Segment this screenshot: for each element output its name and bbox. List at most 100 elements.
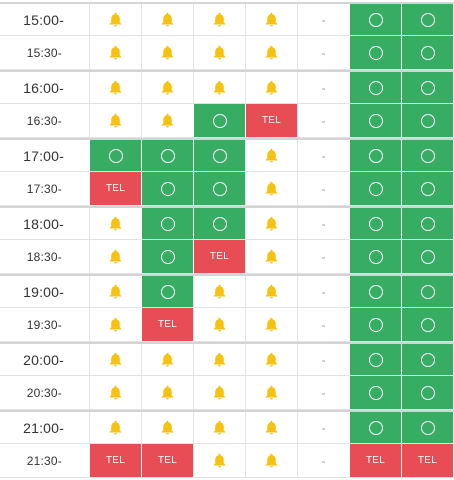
waitlist-cell[interactable] xyxy=(245,444,297,477)
phone-only-cell[interactable]: TEL xyxy=(193,240,245,273)
available-cell[interactable] xyxy=(193,172,245,205)
waitlist-cell[interactable] xyxy=(245,36,297,69)
waitlist-cell[interactable] xyxy=(193,36,245,69)
available-cell[interactable] xyxy=(349,208,401,239)
circle-icon xyxy=(368,385,383,400)
available-cell[interactable] xyxy=(349,172,401,205)
waitlist-cell[interactable] xyxy=(89,308,141,341)
waitlist-cell[interactable] xyxy=(245,276,297,307)
available-cell[interactable] xyxy=(401,4,453,35)
unavailable-cell: - xyxy=(297,4,349,35)
waitlist-cell[interactable] xyxy=(141,104,193,137)
available-cell[interactable] xyxy=(349,240,401,273)
phone-only-cell[interactable]: TEL xyxy=(141,308,193,341)
available-cell[interactable] xyxy=(193,140,245,171)
available-cell[interactable] xyxy=(401,172,453,205)
waitlist-cell[interactable] xyxy=(245,240,297,273)
waitlist-cell[interactable] xyxy=(141,376,193,409)
phone-only-cell[interactable]: TEL xyxy=(141,444,193,477)
available-cell[interactable] xyxy=(141,276,193,307)
bell-icon xyxy=(107,112,124,129)
waitlist-cell[interactable] xyxy=(89,72,141,103)
circle-icon xyxy=(368,317,383,332)
waitlist-cell[interactable] xyxy=(141,36,193,69)
waitlist-cell[interactable] xyxy=(245,172,297,205)
waitlist-cell[interactable] xyxy=(193,308,245,341)
waitlist-cell[interactable] xyxy=(89,208,141,239)
phone-only-cell[interactable]: TEL xyxy=(349,444,401,477)
waitlist-cell[interactable] xyxy=(89,240,141,273)
available-cell[interactable] xyxy=(89,140,141,171)
bell-icon xyxy=(211,452,228,469)
phone-only-cell[interactable]: TEL xyxy=(89,172,141,205)
available-cell[interactable] xyxy=(401,104,453,137)
available-cell[interactable] xyxy=(141,240,193,273)
bell-icon xyxy=(211,419,228,436)
circle-icon xyxy=(368,80,383,95)
dash-label: - xyxy=(321,453,326,468)
available-cell[interactable] xyxy=(401,72,453,103)
waitlist-cell[interactable] xyxy=(141,4,193,35)
available-cell[interactable] xyxy=(401,208,453,239)
waitlist-cell[interactable] xyxy=(245,4,297,35)
available-cell[interactable] xyxy=(401,36,453,69)
waitlist-cell[interactable] xyxy=(245,208,297,239)
bell-icon xyxy=(211,384,228,401)
waitlist-cell[interactable] xyxy=(245,344,297,375)
available-cell[interactable] xyxy=(401,240,453,273)
unavailable-cell: - xyxy=(297,72,349,103)
bell-icon xyxy=(263,248,280,265)
available-cell[interactable] xyxy=(349,276,401,307)
available-cell[interactable] xyxy=(141,172,193,205)
available-cell[interactable] xyxy=(349,140,401,171)
available-cell[interactable] xyxy=(349,308,401,341)
available-cell[interactable] xyxy=(141,208,193,239)
waitlist-cell[interactable] xyxy=(89,376,141,409)
available-cell[interactable] xyxy=(401,376,453,409)
waitlist-cell[interactable] xyxy=(141,412,193,443)
waitlist-cell[interactable] xyxy=(89,276,141,307)
dash-label: - xyxy=(321,148,326,163)
waitlist-cell[interactable] xyxy=(193,444,245,477)
waitlist-cell[interactable] xyxy=(193,276,245,307)
waitlist-cell[interactable] xyxy=(89,36,141,69)
available-cell[interactable] xyxy=(401,140,453,171)
time-slot-label: 16:30- xyxy=(26,113,62,128)
waitlist-cell[interactable] xyxy=(89,4,141,35)
available-cell[interactable] xyxy=(349,36,401,69)
available-cell[interactable] xyxy=(349,376,401,409)
unavailable-cell: - xyxy=(297,240,349,273)
circle-icon xyxy=(420,216,435,231)
waitlist-cell[interactable] xyxy=(89,104,141,137)
waitlist-cell[interactable] xyxy=(245,412,297,443)
waitlist-cell[interactable] xyxy=(193,344,245,375)
available-cell[interactable] xyxy=(349,4,401,35)
available-cell[interactable] xyxy=(349,412,401,443)
waitlist-cell[interactable] xyxy=(245,72,297,103)
available-cell[interactable] xyxy=(401,308,453,341)
available-cell[interactable] xyxy=(401,412,453,443)
available-cell[interactable] xyxy=(349,344,401,375)
phone-only-cell[interactable]: TEL xyxy=(401,444,453,477)
available-cell[interactable] xyxy=(193,208,245,239)
waitlist-cell[interactable] xyxy=(141,72,193,103)
phone-only-cell[interactable]: TEL xyxy=(89,444,141,477)
waitlist-cell[interactable] xyxy=(89,344,141,375)
waitlist-cell[interactable] xyxy=(245,140,297,171)
waitlist-cell[interactable] xyxy=(89,412,141,443)
available-cell[interactable] xyxy=(193,104,245,137)
waitlist-cell[interactable] xyxy=(193,412,245,443)
waitlist-cell[interactable] xyxy=(193,4,245,35)
waitlist-cell[interactable] xyxy=(141,344,193,375)
phone-only-cell[interactable]: TEL xyxy=(245,104,297,137)
available-cell[interactable] xyxy=(401,276,453,307)
waitlist-cell[interactable] xyxy=(245,376,297,409)
available-cell[interactable] xyxy=(401,344,453,375)
bell-icon xyxy=(107,79,124,96)
waitlist-cell[interactable] xyxy=(245,308,297,341)
available-cell[interactable] xyxy=(349,72,401,103)
waitlist-cell[interactable] xyxy=(193,72,245,103)
available-cell[interactable] xyxy=(349,104,401,137)
available-cell[interactable] xyxy=(141,140,193,171)
waitlist-cell[interactable] xyxy=(193,376,245,409)
